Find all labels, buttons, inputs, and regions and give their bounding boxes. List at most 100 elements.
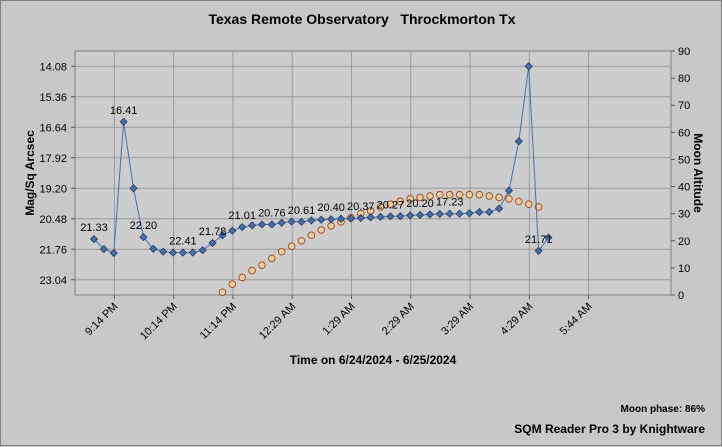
sqm-point [119, 117, 128, 126]
y-tick-label: 23.04 [39, 275, 67, 287]
sqm-point [415, 210, 425, 220]
moon-altitude-point [386, 200, 395, 208]
software-credit-text: SQM Reader Pro 3 by Knightware [514, 422, 705, 436]
sqm-data-label: 22.20 [130, 220, 158, 232]
sqm-point [149, 244, 158, 253]
moon-altitude-point [445, 190, 454, 199]
sqm-point [544, 233, 553, 242]
moon-altitude-point [396, 197, 405, 206]
sqm-point [346, 214, 355, 223]
x-axis-label: Time on 6/24/2024 - 6/25/2024 [290, 353, 457, 367]
sqm-point [406, 211, 415, 220]
sqm-point [366, 213, 375, 222]
sqm-point [396, 212, 405, 221]
sqm-point [445, 209, 454, 218]
sqm-point [89, 234, 99, 244]
sqm-point [109, 248, 118, 258]
y2-tick-label: 10 [678, 263, 690, 275]
moon-altitude-point [475, 190, 484, 199]
sqm-point [336, 214, 346, 223]
sqm-data-label: 21.71 [525, 234, 553, 246]
x-tick-label: 10:14 PM [138, 301, 180, 343]
moon-altitude-point [376, 203, 385, 211]
moon-altitude-point [317, 226, 326, 234]
moon-altitude-point [248, 266, 256, 275]
moon-altitude-point [258, 261, 266, 269]
sqm-point [129, 184, 138, 193]
y2-tick-label: 30 [678, 209, 690, 221]
sqm-point [99, 244, 108, 254]
moon-altitude-point [495, 193, 503, 202]
moon-altitude-point [436, 190, 444, 199]
y-axis-ticks: 14.08 15.36 16.64 17.92 19.20 20.48 21.76 23.04 [39, 61, 75, 287]
sqm-point [159, 247, 168, 256]
sqm-data-label: 22.41 [169, 236, 197, 248]
moon-altitude-point [277, 247, 286, 256]
y2-tick-label: 70 [678, 100, 690, 112]
y-tick-label: 14.08 [39, 61, 67, 73]
sqm-point [139, 233, 148, 242]
x-tick-label: 5:44 AM [558, 301, 595, 338]
sqm-point [317, 215, 326, 224]
sqm-point [277, 218, 286, 227]
sqm-point [188, 248, 197, 257]
sqm-point [248, 221, 257, 230]
sqm-point [198, 246, 207, 255]
sqm-point [435, 209, 444, 219]
sqm-data-label: 21.78 [199, 226, 227, 238]
sqm-point [514, 137, 523, 146]
x-axis-ticks: 9:14 PM 10:14 PM 11:14 PM 12:29 AM 1:29 AM 2:… [83, 295, 595, 342]
sqm-data-label: 20.37 [347, 201, 375, 213]
sqm-point [425, 210, 434, 219]
moon-altitude-point [218, 288, 227, 297]
chart-title: Texas Remote Observatory Throckmorton Tx [208, 11, 515, 27]
sqm-point [208, 238, 217, 248]
moon-altitude-point [297, 236, 306, 245]
y-tick-label: 15.36 [39, 92, 67, 104]
y2-tick-label: 90 [678, 46, 690, 58]
x-tick-label: 2:29 AM [380, 301, 417, 338]
y-tick-label: 20.48 [39, 214, 67, 226]
moon-altitude-point [465, 190, 474, 199]
sqm-point [228, 226, 237, 235]
y-tick-label: 16.64 [39, 122, 67, 134]
sqm-point [386, 212, 395, 221]
sqm-point [455, 209, 464, 218]
y-tick-label: 17.92 [39, 153, 67, 165]
moon-altitude-point [406, 194, 414, 203]
moon-altitude-point [238, 273, 246, 282]
y2-tick-label: 40 [678, 182, 690, 194]
sqm-point [327, 215, 336, 224]
x-tick-label: 9:14 PM [83, 301, 120, 338]
sqm-point [475, 208, 484, 217]
sqm-point [465, 209, 474, 218]
moon-altitude-point [307, 231, 316, 240]
sqm-point [495, 204, 504, 213]
y2-tick-label: 60 [678, 127, 690, 139]
y2-axis-label: Moon Altitude [691, 133, 705, 213]
sqm-data-label: 20.76 [258, 207, 286, 219]
moon-altitude-point [268, 254, 276, 263]
y2-axis-ticks: 0 10 20 30 40 50 60 70 80 90 [671, 46, 690, 302]
sqm-data-label: 16.41 [110, 105, 138, 117]
sqm-data-label: 21.01 [228, 210, 256, 222]
y-tick-label: 19.20 [39, 183, 67, 195]
sqm-point [168, 248, 178, 257]
sqm-data-label: 21.33 [80, 222, 108, 234]
sqm-point [238, 223, 247, 232]
moon-altitude-point [515, 197, 523, 206]
y2-tick-label: 80 [678, 73, 690, 85]
sqm-data-label: 17.23 [436, 197, 464, 209]
x-tick-label: 1:29 AM [321, 301, 358, 338]
y2-tick-label: 0 [678, 290, 684, 302]
y-tick-label: 21.76 [39, 244, 67, 256]
sqm-point [218, 231, 227, 240]
moon-altitude-point [416, 193, 424, 202]
sqm-point [267, 220, 276, 229]
moon-altitude-point [485, 192, 494, 200]
x-tick-label: 11:14 PM [198, 301, 239, 342]
sqm-point [356, 213, 365, 223]
plot-area [74, 50, 672, 296]
